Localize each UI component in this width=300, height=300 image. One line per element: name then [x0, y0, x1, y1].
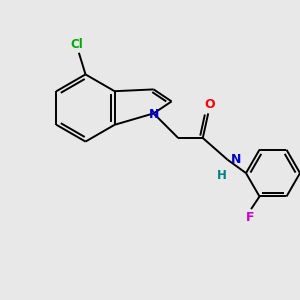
Text: H: H: [217, 169, 227, 182]
Text: N: N: [231, 153, 242, 166]
Text: O: O: [204, 98, 215, 111]
Text: Cl: Cl: [70, 38, 83, 51]
Text: F: F: [246, 212, 255, 224]
Text: N: N: [149, 108, 159, 121]
